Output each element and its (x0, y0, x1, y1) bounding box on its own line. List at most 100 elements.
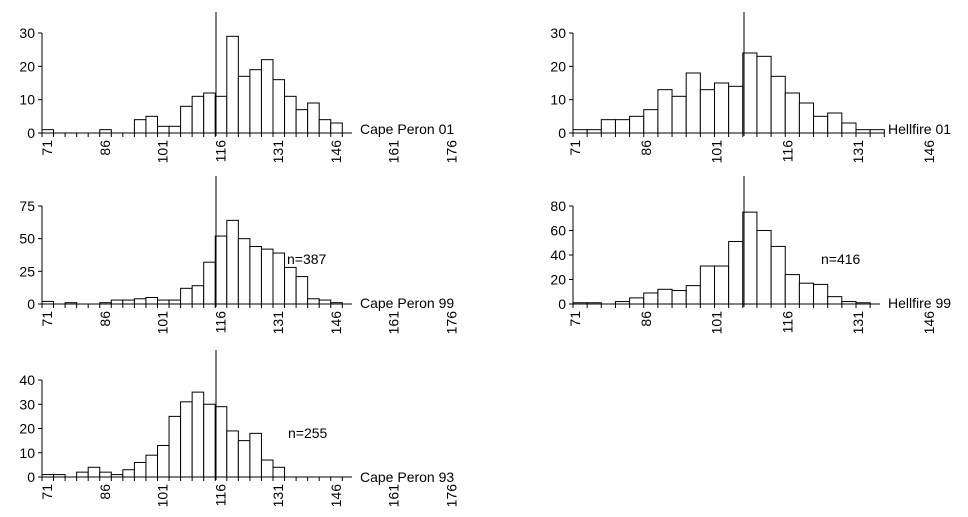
x-tick-label: 161 (386, 484, 402, 508)
x-tick-label: 86 (638, 311, 654, 327)
histogram-bar (307, 298, 320, 305)
x-tick-label: 101 (155, 484, 171, 508)
histogram-bar (798, 282, 815, 305)
histogram-bar (307, 102, 320, 134)
histogram-bar (76, 471, 89, 478)
histogram-bar (614, 119, 631, 134)
x-tick-label: 131 (270, 484, 286, 508)
histogram-bar (214, 406, 228, 478)
histogram-bar (643, 292, 659, 305)
x-tick-label: 86 (638, 140, 654, 156)
x-tick-label: 176 (443, 484, 459, 508)
x-tick-label: 131 (850, 311, 866, 335)
histogram-bar (629, 115, 645, 134)
panel-title: Hellfire 99 (888, 295, 951, 311)
histogram-bar (272, 466, 286, 478)
histogram-bar (203, 403, 216, 478)
x-tick-label: 71 (39, 484, 55, 500)
histogram-bar (226, 35, 239, 134)
histogram-panel: 01020307186101116131146161176Hellfire 01 (550, 12, 951, 163)
histogram-bar (145, 296, 158, 305)
y-tick-label: 20 (19, 58, 35, 74)
histogram-bar (249, 69, 262, 134)
panel-title: Cape Peron 01 (360, 121, 454, 137)
histogram-bar (699, 265, 715, 305)
histogram-bar (784, 92, 800, 134)
y-tick-label: 40 (19, 372, 35, 388)
histogram-bar (157, 444, 170, 478)
histogram-bar (226, 430, 239, 478)
y-tick-label: 10 (19, 445, 35, 461)
histogram-bar (295, 276, 309, 305)
x-tick-label: 161 (386, 140, 402, 164)
histogram-bar (122, 299, 135, 305)
y-tick-label: 0 (558, 125, 566, 141)
histogram-bar (145, 454, 158, 478)
histogram-bar (685, 72, 701, 134)
x-tick-label: 131 (270, 311, 286, 335)
histogram-bar (330, 122, 343, 134)
histogram-bar (318, 299, 332, 305)
x-tick-label: 71 (567, 311, 583, 327)
histogram-bar (671, 290, 687, 305)
histogram-bar (99, 471, 112, 478)
histogram-bar (813, 115, 829, 134)
histogram-bar (157, 299, 170, 305)
y-tick-label: 10 (550, 92, 566, 108)
histogram-bar (318, 119, 332, 134)
histogram-bar (168, 125, 182, 134)
x-tick-label: 71 (39, 140, 55, 156)
histogram-bar (249, 246, 262, 305)
histogram-bar (756, 230, 772, 305)
x-tick-label: 86 (97, 484, 113, 500)
histogram-bar (714, 82, 730, 134)
histogram-bar (180, 287, 193, 305)
x-tick-label: 146 (328, 140, 344, 164)
x-tick-label: 176 (443, 140, 459, 164)
histogram-bar (728, 241, 744, 305)
histogram-bar (249, 432, 262, 478)
histogram-bar (191, 285, 205, 305)
x-tick-label: 146 (328, 484, 344, 508)
y-tick-label: 10 (19, 92, 35, 108)
y-tick-label: 75 (19, 198, 35, 214)
histogram-bar (742, 52, 758, 134)
histogram-bar (133, 461, 147, 478)
histogram-bar (133, 119, 147, 134)
y-tick-label: 0 (558, 296, 566, 312)
histogram-bar (203, 92, 216, 134)
y-tick-label: 30 (19, 25, 35, 41)
histogram-bar (260, 459, 274, 478)
histogram-bar (770, 245, 786, 305)
histogram-bar (841, 122, 857, 134)
y-tick-label: 50 (19, 231, 35, 247)
x-tick-label: 146 (328, 311, 344, 335)
histogram-bar (784, 274, 800, 305)
histogram-bar (180, 401, 193, 478)
x-tick-label: 71 (567, 140, 583, 156)
histogram-bar (260, 248, 274, 305)
y-tick-label: 40 (550, 247, 566, 263)
histogram-bar (168, 299, 182, 305)
histogram-bar (157, 125, 170, 134)
y-tick-label: 30 (550, 25, 566, 41)
x-tick-label: 86 (97, 140, 113, 156)
x-tick-label: 116 (212, 311, 228, 334)
x-tick-label: 101 (155, 140, 171, 164)
panel-title: Cape Peron 99 (360, 295, 454, 311)
histogram-bar (657, 89, 673, 134)
y-tick-label: 80 (550, 198, 566, 214)
x-tick-label: 176 (443, 311, 459, 335)
histogram-bar (813, 283, 829, 305)
histogram-bar (770, 75, 786, 134)
histogram-bar (284, 266, 297, 305)
x-tick-label: 71 (39, 311, 55, 327)
y-tick-label: 20 (19, 421, 35, 437)
x-tick-label: 101 (709, 311, 725, 335)
histogram-bar (671, 95, 687, 134)
histogram-bar (798, 102, 815, 134)
histogram-bar (226, 219, 239, 305)
y-tick-label: 30 (19, 396, 35, 412)
histogram-bar (214, 95, 228, 134)
